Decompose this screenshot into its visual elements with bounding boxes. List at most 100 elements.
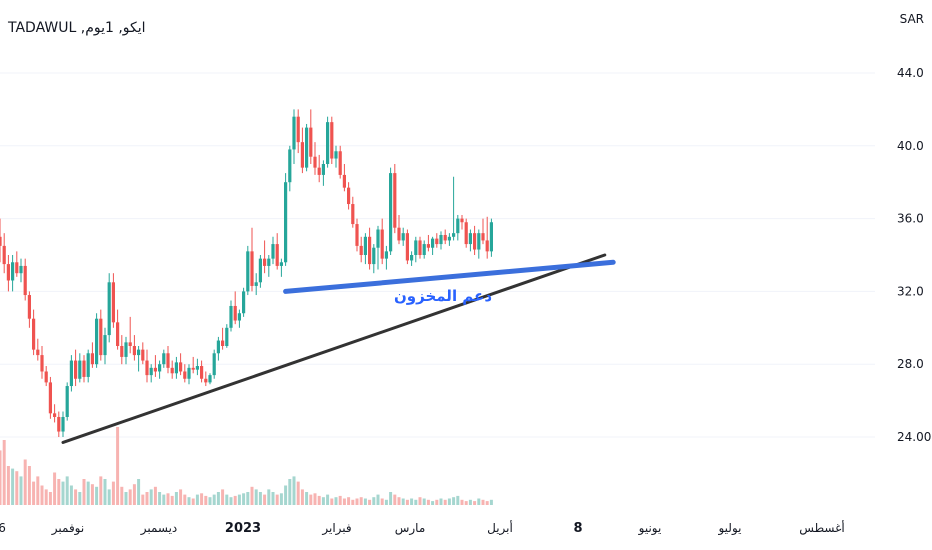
candle-body xyxy=(103,335,107,356)
candle-body xyxy=(389,173,393,252)
volume-bar xyxy=(422,498,426,505)
volume-bar xyxy=(263,494,267,505)
candle-body xyxy=(263,258,267,266)
candle-body xyxy=(11,262,15,281)
volume-bar xyxy=(174,492,178,505)
volume-bar xyxy=(95,486,99,505)
candle-body xyxy=(271,244,275,259)
candle-body xyxy=(2,245,6,265)
volume-bar xyxy=(439,498,443,505)
volume-bar xyxy=(292,476,296,505)
candle-body xyxy=(195,366,199,370)
volume-bar xyxy=(313,493,317,505)
candle-body xyxy=(431,238,435,248)
candle-body xyxy=(19,265,23,274)
volume-bar xyxy=(338,495,342,505)
candle-body xyxy=(338,151,342,175)
volume-bar xyxy=(53,472,57,505)
volume-bar xyxy=(452,497,456,505)
x-tick-label: فبراير xyxy=(321,521,351,536)
volume-bar xyxy=(275,494,279,505)
x-tick-label: أغسطس xyxy=(799,520,844,536)
volume-bar xyxy=(82,479,86,505)
volume-bar xyxy=(128,489,132,505)
candle-body xyxy=(426,244,430,248)
candle-body xyxy=(221,340,225,346)
candle-body xyxy=(69,360,73,387)
candle-body xyxy=(447,236,451,241)
candle-body xyxy=(61,416,65,432)
volume-bar xyxy=(116,427,120,505)
candle-body xyxy=(258,258,262,283)
x-tick-label: أبريل xyxy=(487,520,513,536)
candle-body xyxy=(355,224,359,246)
volume-bar xyxy=(65,476,69,505)
volume-bar xyxy=(477,498,481,505)
volume-bar xyxy=(351,499,355,505)
candle-body xyxy=(99,318,103,356)
volume-bar xyxy=(288,479,292,505)
volume-bar xyxy=(191,498,195,505)
volume-bar xyxy=(376,494,380,505)
candle-body xyxy=(254,282,258,286)
volume-bar xyxy=(86,481,90,505)
candle-body xyxy=(422,244,426,255)
y-tick-label: 24.00 xyxy=(897,430,931,444)
x-tick-label: 2023 xyxy=(225,521,261,536)
volume-bar xyxy=(170,495,174,505)
volume-bar xyxy=(48,492,52,505)
x-tick-label: 6 xyxy=(0,521,6,535)
volume-bar xyxy=(187,497,191,505)
candle-body xyxy=(233,305,237,321)
volume-bar xyxy=(296,481,300,505)
x-tick-label: يونيو xyxy=(638,521,662,536)
volume-bar xyxy=(246,492,250,505)
volume-bar xyxy=(23,459,27,505)
volume-bar xyxy=(489,499,493,505)
support-annotation: دعم المخزون xyxy=(394,287,492,305)
volume-bar xyxy=(212,494,216,505)
candle-body xyxy=(246,251,250,292)
volume-bar xyxy=(195,494,199,505)
volume-bar xyxy=(69,485,73,505)
volume-bar xyxy=(221,489,225,505)
candle-body xyxy=(153,367,157,372)
candle-body xyxy=(414,240,418,255)
candle-body xyxy=(401,233,405,241)
candle-body xyxy=(107,282,111,336)
volume-bar xyxy=(342,498,346,505)
volume-bar xyxy=(456,495,460,505)
candle-body xyxy=(468,233,472,245)
candle-body xyxy=(313,156,317,168)
volume-bar xyxy=(141,494,145,505)
volume-bar xyxy=(208,497,212,505)
candle-body xyxy=(334,151,338,159)
candle-body xyxy=(74,360,78,379)
volume-bar xyxy=(321,497,325,505)
volume-bar xyxy=(267,489,271,505)
volume-bar xyxy=(19,476,23,505)
candle-body xyxy=(326,122,330,164)
volume-bar xyxy=(40,485,44,505)
candle-body xyxy=(229,305,233,328)
volume-bar xyxy=(132,484,136,505)
volume-bar xyxy=(372,497,376,505)
volume-bar xyxy=(347,497,351,505)
candle-body xyxy=(292,116,296,150)
candle-body xyxy=(384,251,388,259)
candle-body xyxy=(225,327,229,346)
candle-body xyxy=(489,222,493,252)
candle-body xyxy=(187,367,191,379)
volume-bar xyxy=(120,486,124,505)
candle-body xyxy=(128,342,132,346)
volume-bar xyxy=(15,471,19,505)
volume-bar xyxy=(74,489,78,505)
symbol-title[interactable]: TADAWUL ,ايكو, 1يوم xyxy=(8,20,146,36)
candle-body xyxy=(27,295,31,319)
candle-body xyxy=(86,353,90,377)
candle-body xyxy=(111,282,115,323)
volume-bar xyxy=(204,495,208,505)
volume-bar xyxy=(90,484,94,505)
volume-bar xyxy=(271,492,275,505)
